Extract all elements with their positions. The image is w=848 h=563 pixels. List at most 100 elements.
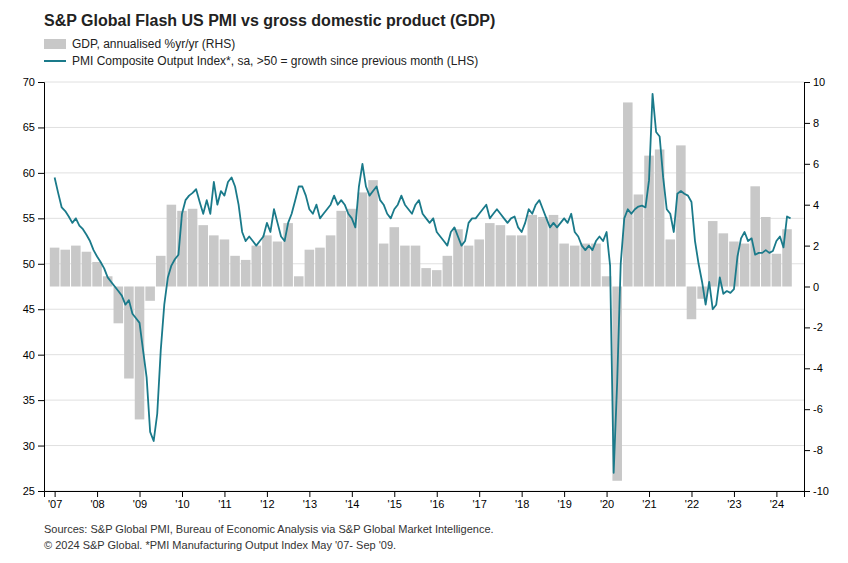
grid bbox=[44, 82, 804, 491]
bar bbox=[50, 248, 60, 287]
title: S&P Global Flash US PMI vs gross domesti… bbox=[44, 12, 495, 29]
bar bbox=[252, 246, 262, 287]
bar bbox=[262, 235, 272, 286]
tick: '14 bbox=[345, 491, 359, 510]
tick-mark bbox=[38, 491, 44, 492]
bar bbox=[273, 242, 283, 287]
tick: '19 bbox=[557, 491, 571, 510]
bar bbox=[750, 186, 760, 286]
grid-line bbox=[44, 218, 804, 219]
x-axis: '07'08'09'10'11'12'13'14'15'16'17'18'19'… bbox=[45, 491, 805, 510]
tick-mark bbox=[38, 264, 44, 265]
tick: '20 bbox=[600, 491, 614, 510]
bar bbox=[772, 254, 782, 287]
bar bbox=[71, 246, 81, 287]
footnote: Sources: S&P Global PMI, Bureau of Econo… bbox=[44, 523, 494, 535]
tick-label: '17 bbox=[473, 498, 487, 510]
tick: -8 bbox=[804, 444, 823, 456]
tick-label: '15 bbox=[388, 498, 402, 510]
tick-label: '20 bbox=[600, 498, 614, 510]
legend-item: PMI Composite Output Index*, sa, >50 = g… bbox=[44, 54, 478, 68]
tick-label: 30 bbox=[23, 440, 35, 452]
tick-label: 2 bbox=[813, 240, 819, 252]
legend-label: GDP, annualised %yr/yr (RHS) bbox=[72, 37, 235, 51]
tick: '13 bbox=[303, 491, 317, 510]
plot: '07'08'09'10'11'12'13'14'15'16'17'18'19'… bbox=[23, 76, 829, 510]
tick: 40 bbox=[23, 349, 44, 361]
tick: '09 bbox=[133, 491, 147, 510]
bar bbox=[517, 235, 527, 286]
tick-label: '08 bbox=[90, 498, 104, 510]
tick-label: 45 bbox=[23, 303, 35, 315]
grid-line bbox=[44, 445, 804, 446]
tick-label: 6 bbox=[813, 158, 819, 170]
tick-label: 70 bbox=[23, 76, 35, 88]
bar bbox=[740, 244, 750, 287]
bar bbox=[443, 256, 453, 287]
bar bbox=[209, 235, 219, 286]
tick-mark bbox=[522, 491, 523, 497]
tick-mark bbox=[479, 491, 480, 497]
tick: 0 bbox=[804, 281, 819, 293]
tick-mark bbox=[649, 491, 650, 497]
tick-label: 60 bbox=[23, 167, 35, 179]
tick: '17 bbox=[473, 491, 487, 510]
bar bbox=[623, 102, 633, 286]
tick-label: 50 bbox=[23, 258, 35, 270]
tick: -4 bbox=[804, 362, 823, 374]
tick-mark bbox=[804, 368, 810, 369]
tick-label: 4 bbox=[813, 199, 819, 211]
grid-line bbox=[44, 172, 804, 173]
axis-line bbox=[38, 83, 45, 492]
tick-mark bbox=[804, 287, 810, 288]
tick-label: 35 bbox=[23, 394, 35, 406]
tick-mark bbox=[38, 218, 44, 219]
tick-mark bbox=[804, 450, 810, 451]
tick: 50 bbox=[23, 258, 44, 270]
bar bbox=[400, 246, 410, 287]
bar bbox=[464, 246, 474, 287]
bar bbox=[665, 239, 675, 286]
legend-item: GDP, annualised %yr/yr (RHS) bbox=[44, 37, 235, 51]
tick-label: '21 bbox=[642, 498, 656, 510]
bar bbox=[336, 211, 346, 287]
tick-label: '09 bbox=[133, 498, 147, 510]
tick-mark bbox=[804, 82, 810, 83]
tick-mark bbox=[38, 446, 44, 447]
tick: 30 bbox=[23, 440, 44, 452]
bar bbox=[379, 244, 389, 287]
legend-label: PMI Composite Output Index*, sa, >50 = g… bbox=[72, 54, 478, 68]
tick-mark bbox=[267, 491, 268, 497]
tick-label: '22 bbox=[685, 498, 699, 510]
tick-mark bbox=[804, 327, 810, 328]
bar bbox=[326, 235, 336, 286]
tick: 4 bbox=[804, 199, 819, 211]
bar bbox=[60, 250, 70, 287]
tick-label: '24 bbox=[770, 498, 784, 510]
bar bbox=[538, 217, 548, 287]
axis-line bbox=[805, 83, 811, 492]
bar bbox=[188, 209, 198, 287]
grid-line bbox=[44, 82, 804, 83]
tick-mark bbox=[38, 400, 44, 401]
tick: 55 bbox=[23, 212, 44, 224]
tick-label: '18 bbox=[515, 498, 529, 510]
bar bbox=[305, 250, 315, 287]
line bbox=[55, 94, 791, 473]
tick-mark bbox=[38, 309, 44, 310]
tick-mark bbox=[607, 491, 608, 497]
tick-label: 25 bbox=[23, 485, 35, 497]
tick-mark bbox=[309, 491, 310, 497]
tick: 60 bbox=[23, 167, 44, 179]
bar bbox=[485, 223, 495, 286]
tick-label: 40 bbox=[23, 349, 35, 361]
tick-label: 10 bbox=[813, 76, 825, 88]
tick: 35 bbox=[23, 394, 44, 406]
bar bbox=[421, 268, 431, 286]
bar bbox=[570, 246, 580, 287]
bar-series bbox=[50, 102, 792, 480]
y-axis: 25303540455055606570 bbox=[23, 76, 45, 497]
tick: '22 bbox=[685, 491, 699, 510]
tick-label: -8 bbox=[813, 444, 823, 456]
tick-label: '12 bbox=[260, 498, 274, 510]
